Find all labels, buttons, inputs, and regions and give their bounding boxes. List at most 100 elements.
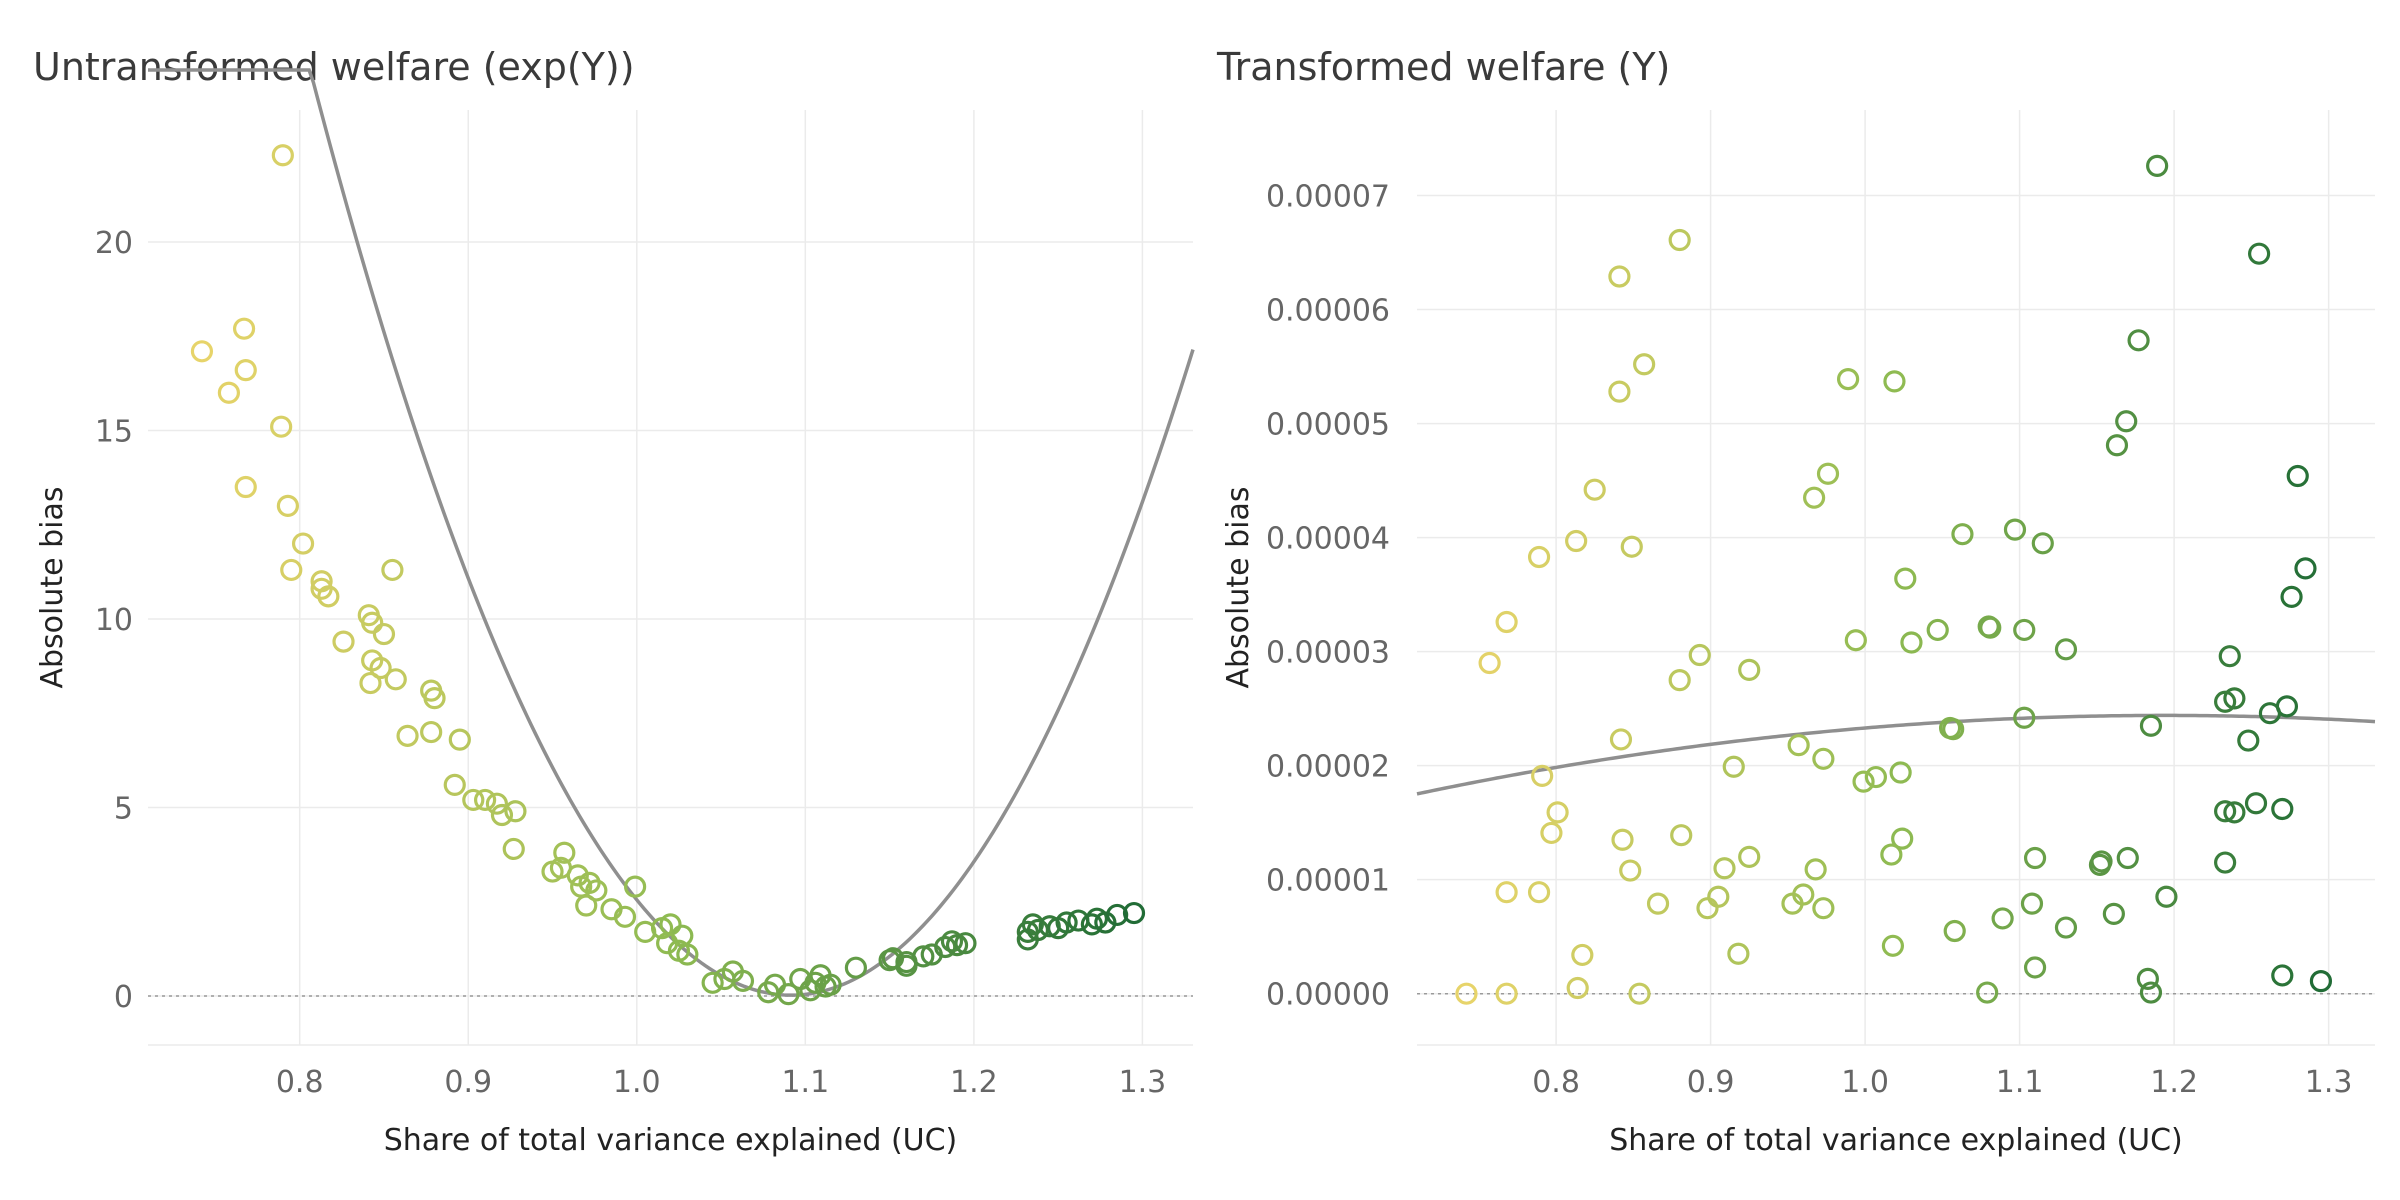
data-point bbox=[2294, 557, 2317, 580]
data-point bbox=[2054, 638, 2078, 661]
data-point bbox=[2115, 410, 2138, 433]
data-point bbox=[1880, 843, 1903, 866]
x-tick-label: 0.8 bbox=[1532, 1065, 1580, 1100]
data-point bbox=[271, 144, 294, 167]
panel-title: Untransformed welfare (exp(Y)) bbox=[33, 45, 635, 89]
data-point bbox=[2139, 714, 2163, 737]
y-tick-label: 5 bbox=[114, 791, 133, 826]
data-point bbox=[234, 475, 257, 499]
data-point bbox=[2271, 964, 2294, 987]
y-tick-label: 0.00000 bbox=[1266, 978, 1390, 1013]
x-tick-label: 0.9 bbox=[1687, 1065, 1735, 1100]
data-point bbox=[2139, 981, 2163, 1004]
data-point bbox=[1094, 911, 1117, 934]
fitted-curve bbox=[1416, 713, 2376, 796]
x-tick-label: 1.2 bbox=[950, 1065, 998, 1100]
data-point bbox=[1080, 913, 1103, 936]
data-point bbox=[2286, 464, 2309, 488]
data-points bbox=[190, 144, 1146, 1006]
data-point bbox=[276, 494, 299, 517]
y-tick-label: 0.00007 bbox=[1266, 180, 1390, 215]
data-point bbox=[1991, 907, 2014, 930]
data-point bbox=[1803, 486, 1826, 509]
data-point bbox=[2013, 618, 2036, 642]
data-points bbox=[1455, 154, 2333, 1005]
data-point bbox=[1738, 845, 1761, 868]
data-point bbox=[462, 788, 485, 812]
data-point bbox=[2102, 902, 2125, 925]
data-point bbox=[2280, 585, 2303, 608]
data-point bbox=[1628, 982, 1651, 1005]
y-tick-label: 20 bbox=[95, 226, 133, 261]
data-point bbox=[490, 803, 514, 827]
data-point bbox=[1864, 765, 1888, 789]
data-point bbox=[2214, 690, 2237, 713]
data-point bbox=[359, 671, 382, 695]
data-point bbox=[2136, 967, 2159, 990]
data-point bbox=[190, 340, 214, 363]
data-point bbox=[232, 317, 256, 340]
data-point bbox=[1527, 545, 1551, 569]
data-point bbox=[1527, 881, 1551, 904]
data-point bbox=[502, 837, 525, 861]
data-point bbox=[954, 932, 977, 955]
data-point bbox=[2023, 846, 2047, 870]
y-tick-label: 10 bbox=[95, 603, 133, 638]
data-point bbox=[234, 359, 257, 382]
data-point bbox=[1812, 897, 1835, 920]
data-point bbox=[1738, 658, 1761, 681]
x-tick-label: 1.1 bbox=[781, 1065, 829, 1100]
data-point bbox=[566, 864, 589, 887]
data-point bbox=[912, 945, 935, 968]
data-point bbox=[2127, 329, 2150, 352]
data-point bbox=[819, 973, 842, 996]
data-point bbox=[553, 841, 576, 864]
panel-untransformed: Untransformed welfare (exp(Y)) 0.8 0.9 1.0… bbox=[33, 45, 1195, 1158]
data-point bbox=[1531, 764, 1554, 788]
data-point bbox=[1883, 370, 1906, 393]
data-point bbox=[1722, 755, 1745, 778]
data-point bbox=[1546, 801, 1569, 824]
data-point bbox=[2237, 729, 2260, 752]
data-point bbox=[280, 558, 303, 582]
x-tick-label: 0.8 bbox=[276, 1065, 324, 1100]
data-point bbox=[2031, 532, 2054, 555]
data-point bbox=[372, 622, 396, 646]
data-point bbox=[1688, 643, 1711, 667]
y-tick-label: 0.00004 bbox=[1266, 522, 1390, 557]
tick-labels: 0.8 0.9 1.0 1.1 1.2 1.3 0.00000 0.00001 0.00002 0… bbox=[1266, 180, 2353, 1100]
x-tick-label: 0.9 bbox=[444, 1065, 492, 1100]
data-point bbox=[1067, 909, 1090, 932]
data-point bbox=[1844, 629, 1867, 652]
data-point bbox=[2248, 242, 2271, 265]
data-point bbox=[575, 894, 598, 917]
data-point bbox=[2244, 792, 2268, 815]
data-point bbox=[1608, 380, 1631, 403]
data-point bbox=[1951, 523, 1974, 546]
data-point bbox=[777, 983, 800, 1006]
data-point bbox=[701, 971, 724, 994]
data-point bbox=[2003, 518, 2027, 541]
data-point bbox=[1021, 913, 1044, 936]
data-point bbox=[1943, 919, 1966, 943]
data-point bbox=[1781, 892, 1804, 915]
data-point bbox=[2146, 154, 2169, 177]
data-point bbox=[1478, 651, 1501, 675]
y-tick-label: 0.00002 bbox=[1266, 750, 1390, 785]
data-point bbox=[384, 668, 407, 691]
data-point bbox=[2054, 916, 2078, 939]
data-point bbox=[1495, 982, 1518, 1005]
fitted-curve bbox=[148, 68, 1195, 997]
data-point bbox=[369, 656, 392, 680]
data-point bbox=[613, 905, 637, 928]
data-point bbox=[1976, 981, 1999, 1004]
data-point bbox=[1620, 535, 1643, 558]
data-point bbox=[1852, 770, 1875, 793]
data-point bbox=[1668, 669, 1691, 692]
y-axis-title: Absolute bias bbox=[1221, 486, 1256, 688]
data-point bbox=[1608, 265, 1631, 288]
data-point bbox=[1583, 478, 1606, 501]
data-point bbox=[217, 381, 241, 404]
data-point bbox=[2214, 800, 2237, 823]
y-tick-label: 0.00003 bbox=[1266, 636, 1390, 671]
